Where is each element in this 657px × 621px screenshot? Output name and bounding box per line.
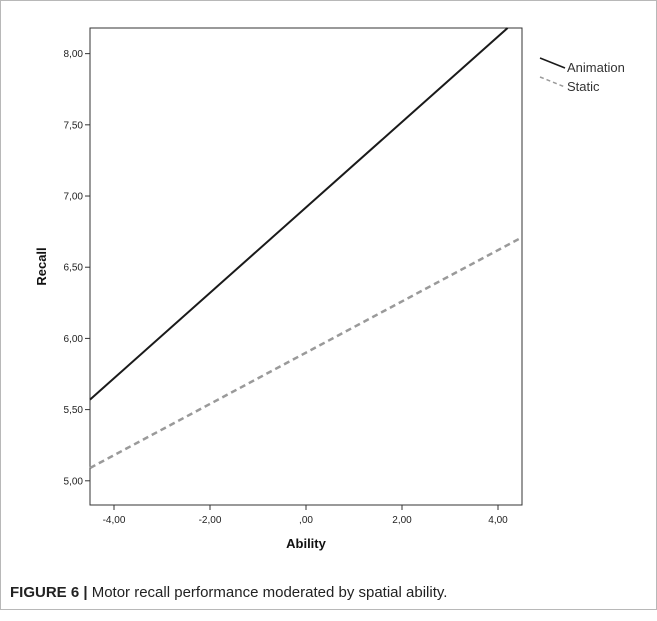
x-tick-label: ,00 — [299, 515, 313, 526]
figure-caption-label: FIGURE 6 | — [10, 584, 88, 601]
y-tick-label: 7,00 — [64, 192, 84, 203]
legend-swatch-1 — [539, 57, 566, 69]
y-tick-label: 5,00 — [64, 476, 84, 487]
x-tick-label: 4,00 — [488, 515, 508, 526]
chart: 5,00 5,50 6,00 6,50 7,00 7,50 8,00 -4,00 -2,00,… — [34, 27, 625, 551]
y-tick-label: 6,50 — [64, 263, 84, 274]
x-axis: -4,00 -2,00 ,00 2,00 4,00 — [103, 505, 508, 526]
series-line-2 — [89, 236, 523, 470]
x-axis-title: Ability — [286, 536, 326, 551]
y-tick-label: 5,50 — [64, 405, 84, 416]
figure-caption-text: Motor recall performance moderated by sp… — [87, 584, 448, 601]
figure-caption: FIGURE 6 | Motor recall performance mode… — [10, 584, 447, 601]
x-tick-label: 2,00 — [392, 515, 412, 526]
x-tick-label: -2,00 — [199, 515, 222, 526]
x-tick-label: -4,00 — [103, 515, 126, 526]
y-tick-label: 7,50 — [64, 120, 84, 131]
y-axis-title: Recall — [34, 247, 49, 285]
legend-swatch-2 — [539, 76, 566, 88]
y-axis: 5,00 5,50 6,00 6,50 7,00 7,50 8,00 — [64, 49, 90, 487]
legend: Animation Static — [539, 57, 625, 94]
series-lines — [89, 27, 523, 470]
legend-label-1: Animation — [567, 60, 625, 75]
series-line-1 — [89, 27, 509, 401]
y-tick-label: 6,00 — [64, 334, 84, 345]
y-tick-label: 8,00 — [64, 49, 84, 60]
legend-label-2: Static — [567, 79, 600, 94]
